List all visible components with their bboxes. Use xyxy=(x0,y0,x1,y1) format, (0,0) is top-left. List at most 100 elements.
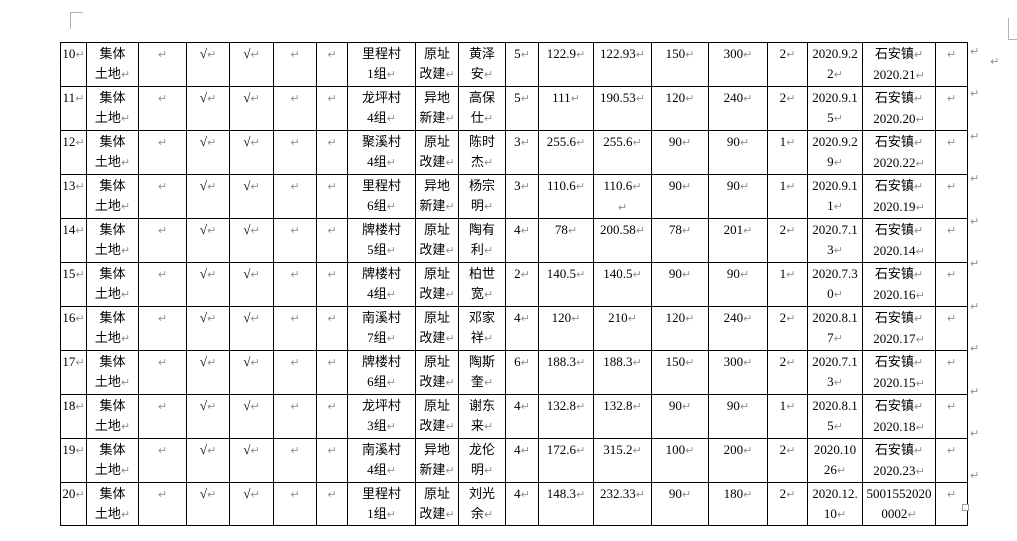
cell-num-2[interactable]: 120↵ xyxy=(651,86,709,131)
cell-row-number[interactable]: 18↵ xyxy=(60,394,87,439)
cell-blank-3[interactable]: ↵ xyxy=(316,42,348,87)
cell-check-2[interactable]: √↵ xyxy=(229,86,274,131)
cell-area-1[interactable]: 111↵ xyxy=(538,86,594,131)
cell-row-number[interactable]: 10↵ xyxy=(60,42,87,87)
cell-area-1[interactable]: 148.3↵ xyxy=(538,481,594,527)
cell-num-4[interactable]: 2↵ xyxy=(767,218,808,263)
cell-blank-3[interactable]: ↵ xyxy=(316,481,348,527)
cell-approval-date[interactable]: 2020.12. 10↵ xyxy=(807,481,863,527)
cell-num-1[interactable]: 4↵ xyxy=(505,394,539,439)
cell-area-2[interactable]: 110.6↵ ↵ xyxy=(593,174,652,219)
cell-blank-2[interactable]: ↵ xyxy=(273,350,317,395)
cell-blank-3[interactable]: ↵ xyxy=(316,438,348,483)
cell-blank-1[interactable]: ↵ xyxy=(138,174,187,219)
cell-build-method[interactable]: 原址 改建↵ xyxy=(415,394,459,439)
cell-num-1[interactable]: 6↵ xyxy=(505,350,539,395)
cell-row-number[interactable]: 15↵ xyxy=(60,262,87,307)
cell-num-4[interactable]: 2↵ xyxy=(767,438,808,483)
cell-area-1[interactable]: 172.6↵ xyxy=(538,438,594,483)
cell-approval-no[interactable]: 石安镇↵ 2020.17↵ xyxy=(862,306,936,351)
cell-approval-date[interactable]: 2020.9.1 1↵ xyxy=(807,174,863,219)
cell-applicant-name[interactable]: 邓家 祥↵ xyxy=(458,306,506,351)
cell-area-2[interactable]: 122.93↵ xyxy=(593,42,652,87)
cell-num-1[interactable]: 5↵ xyxy=(505,86,539,131)
cell-num-2[interactable]: 90↵ xyxy=(651,481,709,527)
cell-village-group[interactable]: 里程村 1组↵ xyxy=(347,42,416,87)
cell-check-2[interactable]: √↵ xyxy=(229,130,274,175)
cell-num-1[interactable]: 3↵ xyxy=(505,130,539,175)
cell-num-4[interactable]: 2↵ xyxy=(767,306,808,351)
cell-land-type[interactable]: 集体 土地↵ xyxy=(86,218,139,263)
cell-area-2[interactable]: 315.2↵ xyxy=(593,438,652,483)
cell-check-1[interactable]: √↵ xyxy=(186,130,230,175)
cell-village-group[interactable]: 龙坪村 3组↵ xyxy=(347,394,416,439)
cell-area-2[interactable]: 140.5↵ xyxy=(593,262,652,307)
cell-num-3[interactable]: 240↵ xyxy=(708,86,768,131)
cell-check-1[interactable]: √↵ xyxy=(186,174,230,219)
cell-row-number[interactable]: 16↵ xyxy=(60,306,87,351)
cell-blank-3[interactable]: ↵ xyxy=(316,130,348,175)
cell-check-1[interactable]: √↵ xyxy=(186,86,230,131)
cell-area-1[interactable]: 255.6↵ xyxy=(538,130,594,175)
cell-area-1[interactable]: 78↵ xyxy=(538,218,594,263)
cell-num-2[interactable]: 150↵ xyxy=(651,350,709,395)
cell-num-1[interactable]: 2↵ xyxy=(505,262,539,307)
cell-row-number[interactable]: 13↵ xyxy=(60,174,87,219)
cell-land-type[interactable]: 集体 土地↵ xyxy=(86,481,139,527)
cell-check-1[interactable]: √↵ xyxy=(186,42,230,87)
cell-check-2[interactable]: √↵ xyxy=(229,306,274,351)
cell-village-group[interactable]: 南溪村 4组↵ xyxy=(347,438,416,483)
cell-area-1[interactable]: 188.3↵ xyxy=(538,350,594,395)
cell-row-number[interactable]: 20↵ xyxy=(60,481,87,527)
cell-build-method[interactable]: 原址 改建↵ xyxy=(415,262,459,307)
cell-blank-1[interactable]: ↵ xyxy=(138,42,187,87)
cell-approval-no[interactable]: 石安镇↵ 2020.16↵ xyxy=(862,262,936,307)
cell-check-1[interactable]: √↵ xyxy=(186,218,230,263)
cell-approval-date[interactable]: 2020.8.1 5↵ xyxy=(807,394,863,439)
cell-check-2[interactable]: √↵ xyxy=(229,394,274,439)
cell-build-method[interactable]: 原址 改建↵ xyxy=(415,481,459,527)
cell-num-4[interactable]: 2↵ xyxy=(767,481,808,527)
cell-num-3[interactable]: 300↵ xyxy=(708,42,768,87)
cell-land-type[interactable]: 集体 土地↵ xyxy=(86,394,139,439)
cell-land-type[interactable]: 集体 土地↵ xyxy=(86,130,139,175)
cell-num-1[interactable]: 4↵ xyxy=(505,218,539,263)
cell-blank-tail[interactable]: ↵ xyxy=(935,130,968,175)
cell-check-2[interactable]: √↵ xyxy=(229,42,274,87)
cell-area-2[interactable]: 188.3↵ xyxy=(593,350,652,395)
cell-build-method[interactable]: 异地 新建↵ xyxy=(415,438,459,483)
cell-blank-2[interactable]: ↵ xyxy=(273,174,317,219)
cell-num-1[interactable]: 4↵ xyxy=(505,306,539,351)
cell-blank-3[interactable]: ↵ xyxy=(316,350,348,395)
cell-approval-date[interactable]: 2020.7.1 3↵ xyxy=(807,350,863,395)
cell-land-type[interactable]: 集体 土地↵ xyxy=(86,306,139,351)
cell-blank-tail[interactable]: ↵ xyxy=(935,86,968,131)
cell-check-1[interactable]: √↵ xyxy=(186,438,230,483)
cell-num-3[interactable]: 90↵ xyxy=(708,394,768,439)
cell-build-method[interactable]: 原址 改建↵ xyxy=(415,218,459,263)
cell-blank-1[interactable]: ↵ xyxy=(138,438,187,483)
cell-blank-3[interactable]: ↵ xyxy=(316,394,348,439)
cell-land-type[interactable]: 集体 土地↵ xyxy=(86,262,139,307)
cell-build-method[interactable]: 原址 改建↵ xyxy=(415,130,459,175)
cell-check-1[interactable]: √↵ xyxy=(186,350,230,395)
cell-applicant-name[interactable]: 陶有 利↵ xyxy=(458,218,506,263)
cell-blank-2[interactable]: ↵ xyxy=(273,86,317,131)
cell-applicant-name[interactable]: 谢东 来↵ xyxy=(458,394,506,439)
cell-build-method[interactable]: 异地 新建↵ xyxy=(415,86,459,131)
cell-area-1[interactable]: 140.5↵ xyxy=(538,262,594,307)
cell-approval-no[interactable]: 石安镇↵ 2020.21↵ xyxy=(862,42,936,87)
cell-blank-tail[interactable]: ↵ xyxy=(935,306,968,351)
cell-build-method[interactable]: 原址 改建↵ xyxy=(415,350,459,395)
cell-area-1[interactable]: 132.8↵ xyxy=(538,394,594,439)
cell-approval-date[interactable]: 2020.8.1 7↵ xyxy=(807,306,863,351)
cell-blank-1[interactable]: ↵ xyxy=(138,481,187,527)
cell-approval-date[interactable]: 2020.9.1 5↵ xyxy=(807,86,863,131)
cell-num-2[interactable]: 90↵ xyxy=(651,174,709,219)
table-resize-handle[interactable] xyxy=(962,504,969,511)
cell-land-type[interactable]: 集体 土地↵ xyxy=(86,174,139,219)
cell-approval-no[interactable]: 石安镇↵ 2020.14↵ xyxy=(862,218,936,263)
cell-check-2[interactable]: √↵ xyxy=(229,481,274,527)
cell-num-4[interactable]: 1↵ xyxy=(767,262,808,307)
cell-blank-tail[interactable]: ↵ xyxy=(935,42,968,87)
